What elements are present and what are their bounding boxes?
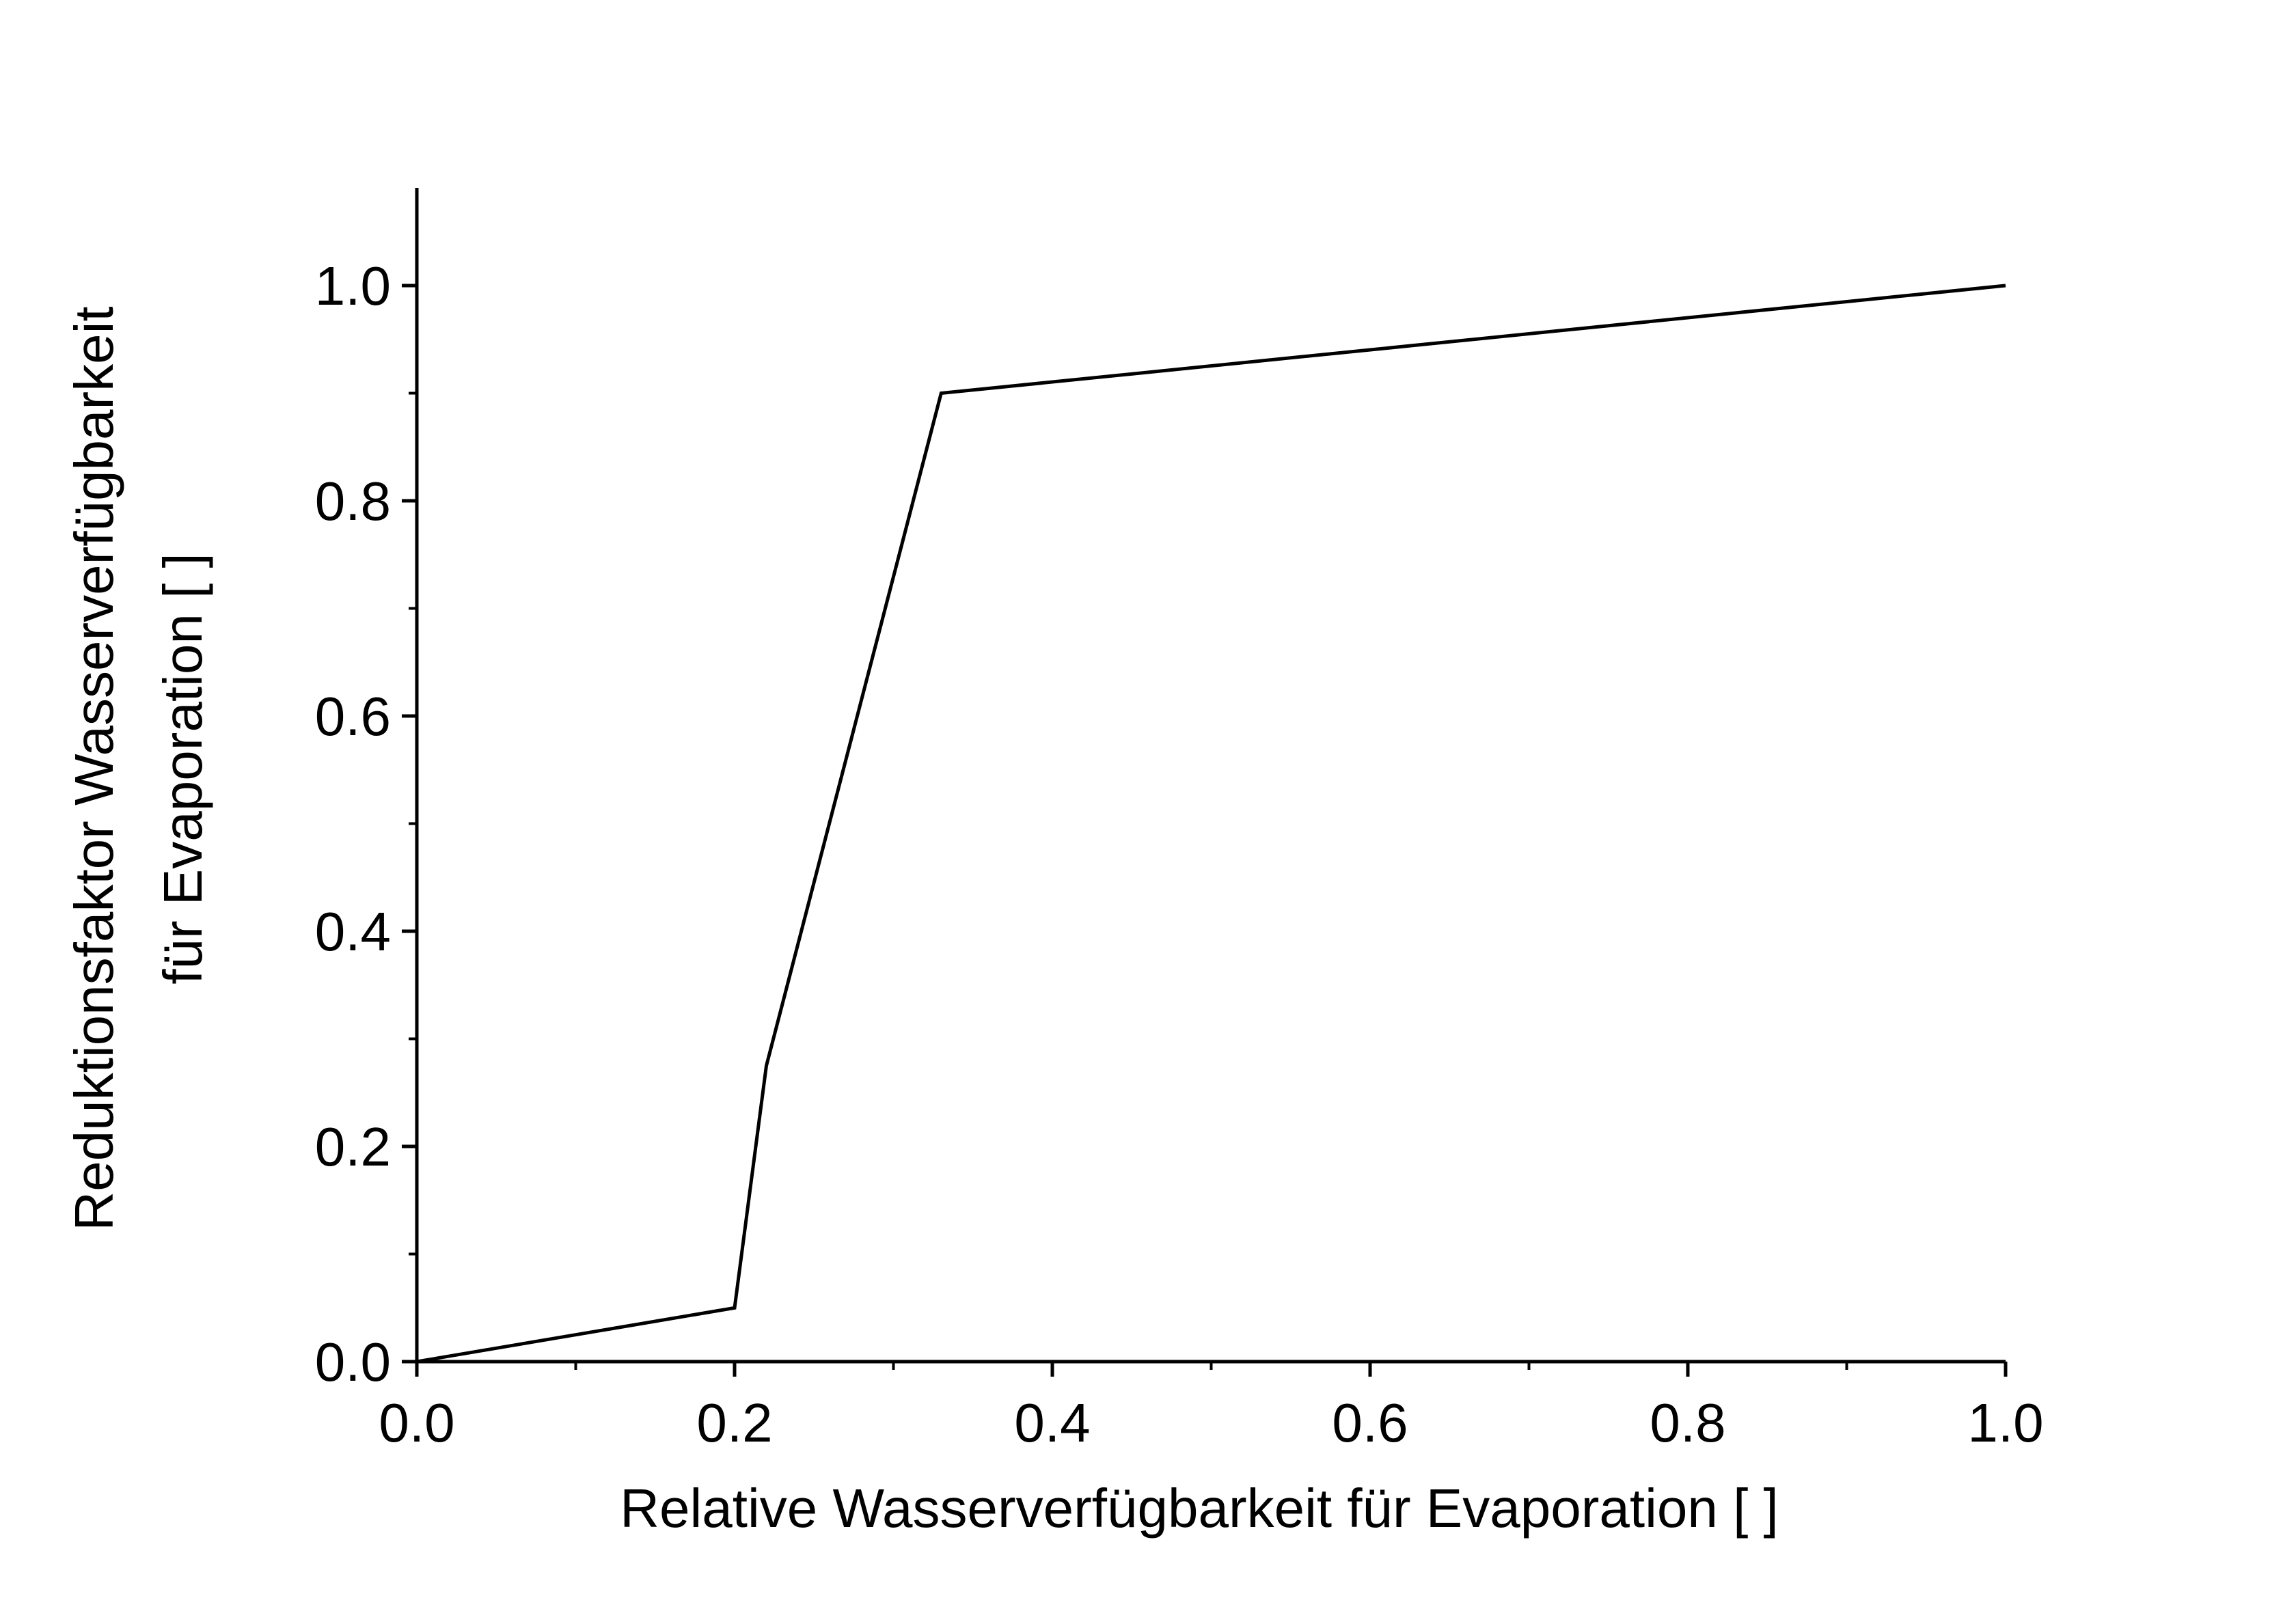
y-axis-title: Reduktionsfaktor Wasserverfügbarkeit für… bbox=[64, 306, 213, 1230]
x-tick-label: 0.0 bbox=[379, 1392, 454, 1453]
axes bbox=[402, 188, 2008, 1377]
series-layer bbox=[416, 284, 2006, 1364]
x-tick-label: 1.0 bbox=[1967, 1392, 2043, 1453]
y-axis-title-line-2: für Evaporation [ ] bbox=[152, 553, 213, 984]
y-tick-label: 0.8 bbox=[315, 471, 391, 532]
x-tick-label: 0.4 bbox=[1014, 1392, 1090, 1453]
y-tick-labels: 0.0 0.2 0.4 0.6 0.8 1.0 bbox=[315, 256, 391, 1392]
x-tick-label: 0.2 bbox=[696, 1392, 772, 1453]
y-tick-label: 0.0 bbox=[315, 1332, 391, 1392]
x-tick-label: 0.8 bbox=[1650, 1392, 1725, 1453]
x-tick-label: 0.6 bbox=[1332, 1392, 1408, 1453]
series-line bbox=[416, 284, 2006, 1364]
y-tick-label: 1.0 bbox=[315, 256, 391, 316]
y-tick-label: 0.6 bbox=[315, 686, 391, 747]
y-tick-label: 0.2 bbox=[315, 1116, 391, 1177]
x-axis-title: Relative Wasserverfügbarkeit für Evapora… bbox=[620, 1478, 1779, 1539]
y-tick-label: 0.4 bbox=[315, 901, 391, 962]
y-axis-title-line-1: Reduktionsfaktor Wasserverfügbarkeit bbox=[64, 306, 124, 1230]
x-tick-labels: 0.0 0.2 0.4 0.6 0.8 1.0 bbox=[379, 1392, 2043, 1453]
